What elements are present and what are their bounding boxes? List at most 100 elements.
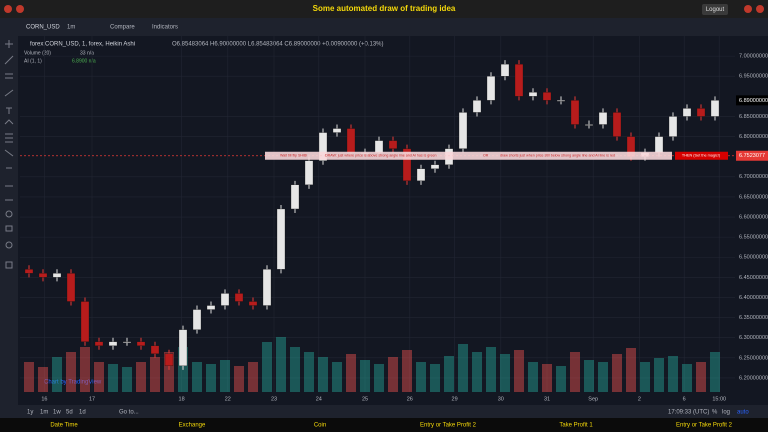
- volume-bar: [626, 348, 636, 392]
- y-tick-label: 6.50000000: [739, 255, 768, 261]
- auto-toggle[interactable]: auto: [737, 410, 749, 416]
- volume-bar: [570, 352, 580, 392]
- page-title: Some automated draw of trading idea: [313, 4, 456, 13]
- legend-volume: Volume (20): [24, 50, 51, 56]
- volume-bar: [108, 364, 118, 392]
- candle-body: [584, 124, 594, 126]
- log-toggle[interactable]: log: [722, 410, 730, 416]
- candle-body: [206, 305, 216, 310]
- candle-body: [94, 341, 104, 346]
- watermark[interactable]: Chart by TradingView: [44, 380, 102, 386]
- volume-bar: [696, 362, 706, 392]
- x-tick-label: 31: [544, 396, 550, 402]
- volume-bar: [654, 358, 664, 392]
- candle-body: [52, 273, 62, 278]
- x-tick-label: 16: [41, 396, 47, 402]
- left-toolbar: [0, 36, 18, 418]
- price-line-label: 6.7523077: [739, 153, 765, 159]
- x-tick-label: 25: [362, 396, 368, 402]
- logout-button[interactable]: [702, 4, 728, 15]
- volume-bar: [528, 362, 538, 392]
- volume-bar: [514, 350, 524, 392]
- candle-body: [234, 293, 244, 302]
- symbol[interactable]: CORN_USD: [26, 25, 60, 31]
- y-tick-label: 6.65000000: [739, 194, 768, 200]
- x-tick-label: 15:00: [712, 396, 726, 402]
- candle-body: [150, 345, 160, 354]
- volume-bar: [38, 367, 48, 392]
- y-tick-label: 7.00000000: [739, 54, 768, 60]
- candle-body: [556, 100, 566, 102]
- volume-bar: [276, 337, 286, 392]
- time: 17:09:33 (UTC): [668, 410, 709, 416]
- y-tick-label: 6.70000000: [739, 174, 768, 180]
- range-button[interactable]: 1d: [79, 410, 86, 416]
- idea-text: OR: [483, 154, 489, 158]
- goto[interactable]: Go to...: [119, 410, 139, 416]
- icon: [744, 5, 752, 13]
- idea-final: THEN (Set the magic!): [682, 154, 721, 158]
- candle-body: [514, 64, 524, 97]
- candle-body: [458, 112, 468, 149]
- volume-bar: [234, 366, 244, 392]
- range-button[interactable]: 1y: [27, 410, 33, 416]
- volume-bar: [24, 362, 34, 392]
- y-tick-label: 6.85000000: [739, 114, 768, 120]
- candle-body: [24, 269, 34, 274]
- y-tick-label: 6.80000000: [739, 134, 768, 140]
- legend-ai: AI (1, 1): [24, 58, 42, 64]
- x-tick-label: 6: [683, 396, 686, 402]
- y-tick-label: 6.35000000: [739, 315, 768, 321]
- range-button[interactable]: 5d: [66, 410, 73, 416]
- percent-toggle[interactable]: %: [712, 410, 718, 416]
- volume-bar: [248, 362, 258, 392]
- x-tick-label: 18: [179, 396, 185, 402]
- y-tick-label: 6.45000000: [739, 275, 768, 281]
- x-tick-label: 17: [89, 396, 95, 402]
- idea-text: draw shorts just when price still below …: [500, 154, 615, 158]
- volume-bar: [164, 352, 174, 392]
- volume-bar: [122, 367, 132, 392]
- candle-body: [122, 341, 132, 343]
- footer-label: Entry or Take Profit 2: [420, 423, 477, 429]
- x-tick-label: 22: [225, 396, 231, 402]
- volume-bar: [598, 362, 608, 392]
- footer-label: Coin: [314, 423, 326, 429]
- idea-strip: [265, 151, 672, 160]
- candle-body: [108, 341, 118, 346]
- volume-bar: [556, 366, 566, 392]
- logout-label[interactable]: Logout: [706, 7, 725, 13]
- candle-body: [346, 128, 356, 153]
- candle-body: [570, 100, 580, 125]
- volume-bar: [402, 350, 412, 392]
- y-tick-label: 6.40000000: [739, 295, 768, 301]
- candle-body: [220, 293, 230, 306]
- candle-body: [598, 112, 608, 125]
- volume-bar: [94, 362, 104, 392]
- candle-body: [136, 341, 146, 346]
- indicators[interactable]: Indicators: [152, 25, 178, 31]
- candle-body: [332, 128, 342, 133]
- volume-bar: [332, 362, 342, 392]
- volume-bar: [150, 357, 160, 392]
- volume-bar: [136, 362, 146, 392]
- legend-volume-value: 33 n/a: [80, 50, 94, 56]
- legend-ohlc: O6.85483064 H6.90000000 L6.85483064 C6.8…: [172, 42, 384, 48]
- volume-bar: [360, 360, 370, 392]
- candle-body: [612, 112, 622, 137]
- candle-body: [66, 273, 76, 302]
- x-tick-label: 30: [498, 396, 504, 402]
- icon: [4, 5, 12, 13]
- x-tick-label: 29: [452, 396, 458, 402]
- range-button[interactable]: 1w: [53, 410, 61, 416]
- compare[interactable]: Compare: [110, 25, 135, 31]
- range-button[interactable]: 1m: [40, 410, 48, 416]
- y-tick-label: 6.30000000: [739, 335, 768, 341]
- candle-body: [304, 160, 314, 185]
- interval[interactable]: 1m: [67, 25, 75, 31]
- legend-ai-value: 6.8900 n/a: [72, 58, 96, 64]
- y-tick-label: 6.20000000: [739, 375, 768, 381]
- bottom-bar: [18, 405, 768, 418]
- last-price-bg: [736, 95, 768, 106]
